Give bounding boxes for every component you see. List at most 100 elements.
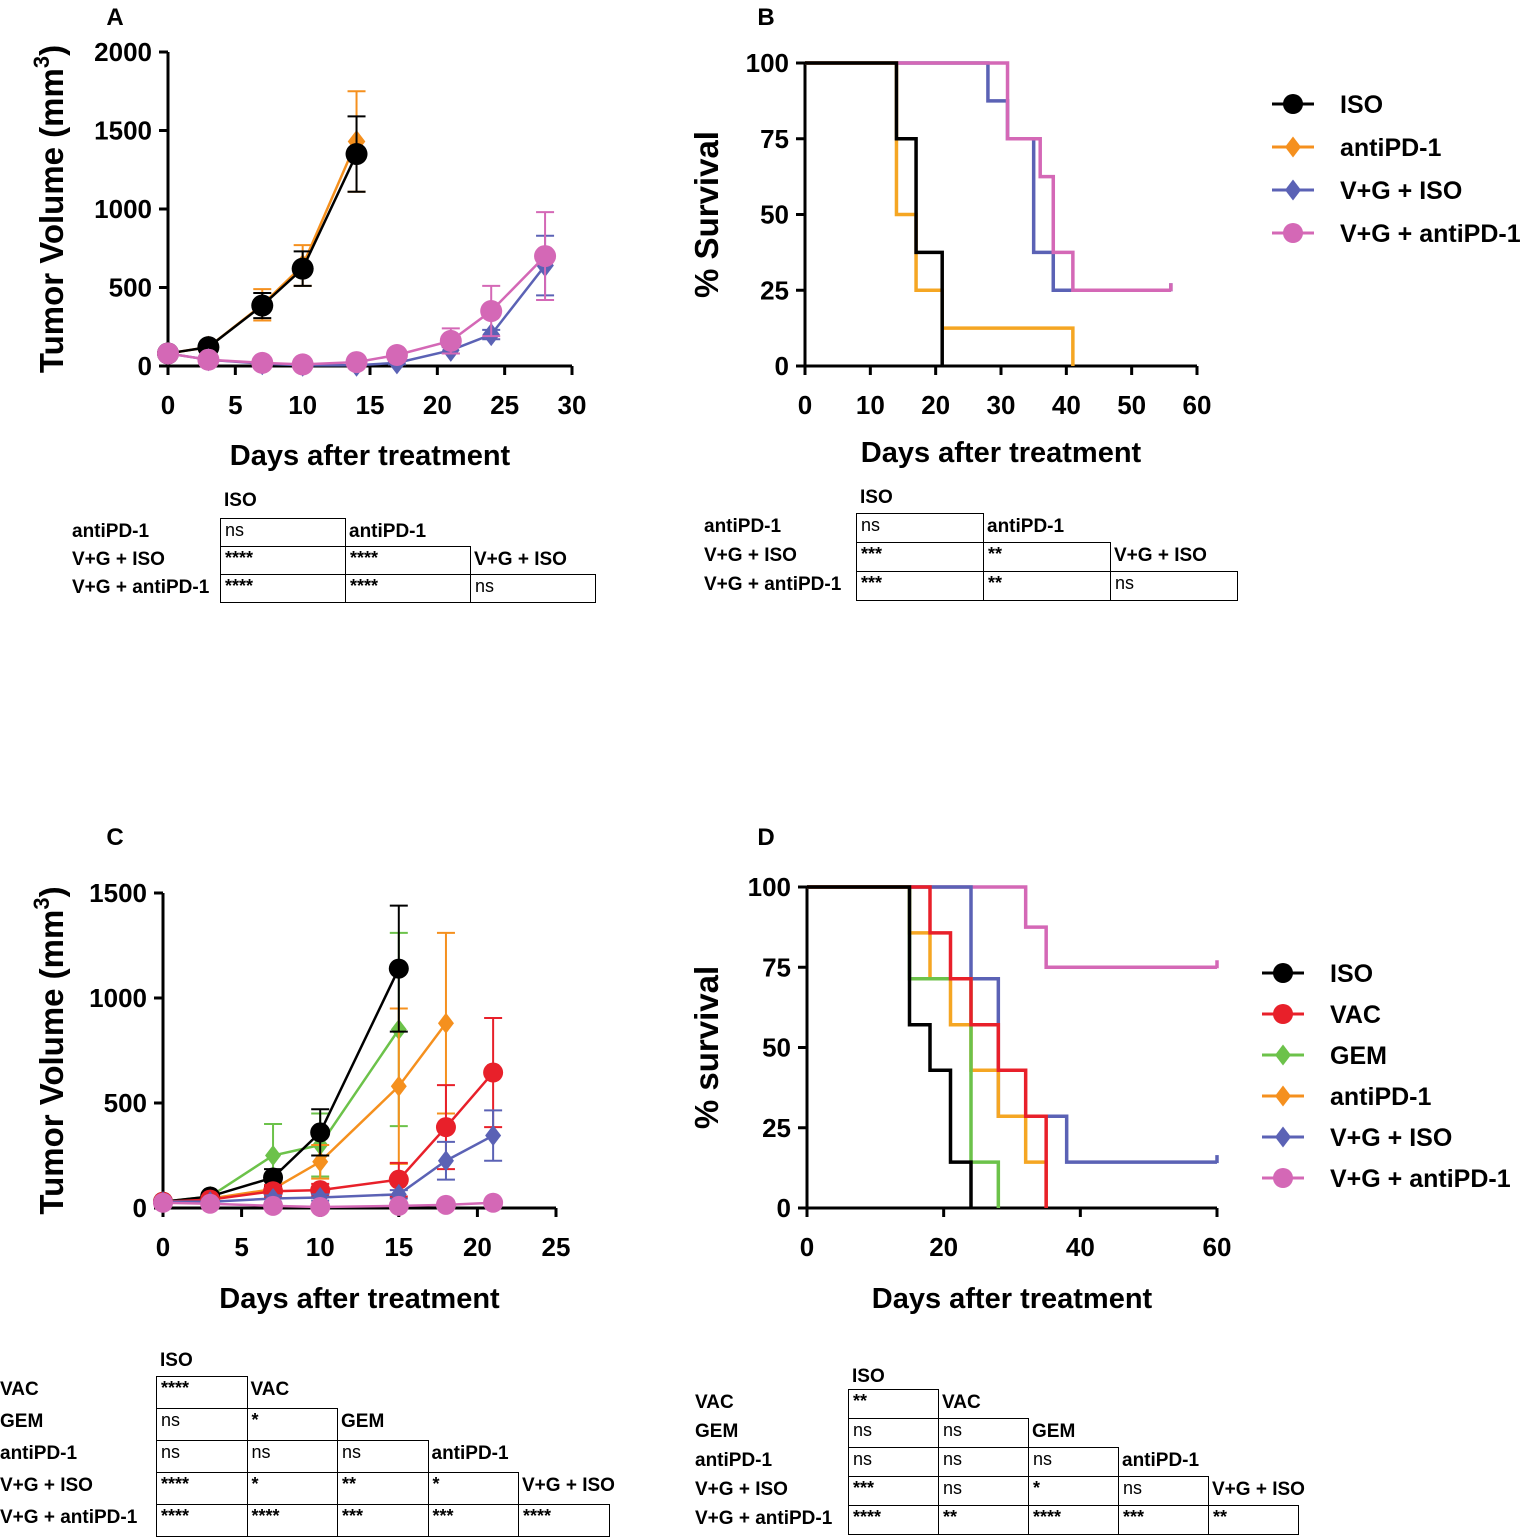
data-point-iso-c [310, 1122, 331, 1143]
x-tick-label-d: 40 [1066, 1232, 1095, 1262]
x-tick-label-b: 40 [1052, 390, 1081, 420]
y-tick-label-b: 0 [775, 351, 789, 381]
table-row-label: V+G + ISO [695, 1479, 788, 1500]
x-axis-label-d: Days after treatment [872, 1283, 1153, 1315]
x-axis-label-c: Days after treatment [219, 1283, 500, 1315]
table-cell: ns [938, 1447, 1029, 1477]
x-tick-label-c: 20 [463, 1232, 492, 1262]
table-col-header: antiPD-1 [987, 516, 1065, 537]
x-tick-label-c: 10 [306, 1232, 335, 1262]
legend-marker-antipd-1-b [1285, 136, 1301, 158]
y-tick-label-c: 0 [133, 1193, 147, 1223]
table-cell: ns [1118, 1476, 1209, 1506]
y-axis-label-close: ) [33, 886, 70, 897]
data-point-v-g-antipd-1-c [483, 1192, 504, 1213]
y-tick-label-b: 100 [746, 48, 789, 78]
table-row-label: GEM [0, 1411, 44, 1432]
table-row-label: antiPD-1 [72, 521, 150, 542]
table-row-label: V+G + ISO [704, 545, 797, 566]
y-tick-label-a: 500 [109, 273, 152, 303]
legend-label-v-g-antipd-1-b: V+G + antiPD-1 [1340, 220, 1521, 248]
legend-marker-v-g-antipd-1-d [1273, 1168, 1293, 1188]
y-axis-label-d: % survival [688, 966, 725, 1129]
table-row-label: antiPD-1 [0, 1443, 78, 1464]
data-point-gem-c [265, 1145, 282, 1166]
table-cell: **** [345, 574, 471, 603]
table-cell: **** [156, 1376, 248, 1409]
table-cell: ** [938, 1505, 1029, 1535]
y-axis-label-c: Tumor Volume (mm3) [29, 886, 70, 1214]
y-tick-label-a: 1500 [94, 116, 152, 146]
data-point-v-g-antipd-1-a [534, 245, 557, 268]
x-tick-label-a: 15 [356, 390, 385, 420]
table-col-header: GEM [341, 1411, 385, 1432]
data-point-vac-c [435, 1117, 456, 1138]
legend-label-gem-d: GEM [1330, 1042, 1387, 1070]
legend-label-v-g-antipd-1-d: V+G + antiPD-1 [1330, 1165, 1511, 1193]
legend-label-iso-b: ISO [1340, 91, 1383, 119]
data-point-v-g-iso-c [485, 1125, 502, 1147]
table-col-header: ISO [852, 1366, 885, 1387]
y-tick-label-a: 1000 [94, 194, 152, 224]
survival-curve-vac-d [807, 885, 1048, 1208]
y-tick-label-d: 50 [762, 1033, 791, 1063]
table-cell: **** [848, 1505, 939, 1535]
table-cell: **** [220, 574, 346, 603]
y-tick-label-d: 25 [762, 1113, 791, 1143]
data-point-v-g-antipd-1-a [157, 342, 179, 365]
legend-marker-iso-b [1283, 94, 1303, 114]
data-point-v-g-antipd-1-a [345, 351, 368, 374]
y-tick-label-d: 100 [748, 872, 791, 902]
table-cell: ns [337, 1440, 429, 1473]
table-cell: ns [938, 1418, 1029, 1448]
legend-marker-antipd-1-d [1275, 1085, 1291, 1107]
table-row-label: GEM [695, 1421, 739, 1442]
legend-marker-v-g-iso-b [1285, 179, 1301, 201]
table-cell: ns [848, 1447, 939, 1477]
survival-curve-antipd-1-d [807, 885, 1048, 1208]
data-point-iso-a [291, 257, 314, 280]
table-col-header: antiPD-1 [1122, 1450, 1200, 1471]
legend-marker-iso-d [1273, 963, 1293, 983]
x-tick-label-b: 20 [921, 390, 950, 420]
legend-marker-gem-d [1275, 1044, 1291, 1066]
survival-curve-v-g-iso-b [805, 61, 1171, 292]
y-tick-label-b: 50 [760, 200, 789, 230]
table-cell: *** [1118, 1505, 1209, 1535]
table-col-header: antiPD-1 [349, 521, 427, 542]
table-row-label: V+G + antiPD-1 [704, 574, 842, 595]
data-point-vac-c [388, 1169, 409, 1190]
table-row-label: VAC [0, 1379, 39, 1400]
table-cell: ns [156, 1408, 248, 1441]
table-cell: * [1028, 1476, 1119, 1506]
table-row-label: antiPD-1 [695, 1450, 773, 1471]
legend-label-iso-d: ISO [1330, 960, 1373, 988]
y-tick-label-b: 25 [760, 275, 789, 305]
table-cell: *** [856, 542, 984, 572]
y-axis-label-superscript: 3 [29, 56, 54, 68]
series-line-iso-a [167, 153, 358, 355]
x-tick-label-a: 0 [161, 390, 175, 420]
survival-curve-v-g-antipd-1-b [805, 61, 1171, 292]
data-point-v-g-antipd-1-a [291, 353, 314, 376]
panel-letter-c: C [106, 824, 123, 851]
table-row-label: V+G + ISO [72, 549, 165, 570]
data-point-antipd-1-c [390, 1075, 407, 1097]
table-cell: *** [427, 1504, 519, 1537]
data-point-v-g-antipd-1-c [310, 1196, 331, 1217]
table-col-header: VAC [942, 1392, 981, 1413]
x-tick-label-c: 0 [156, 1232, 170, 1262]
table-col-header: V+G + ISO [522, 1475, 615, 1496]
table-cell: **** [156, 1472, 248, 1505]
table-cell: **** [156, 1504, 248, 1537]
panel-letter-b: B [757, 4, 774, 31]
legend-label-v-g-iso-d: V+G + ISO [1330, 1124, 1452, 1152]
table-cell: ns [1028, 1447, 1119, 1477]
table-cell: ** [337, 1472, 429, 1505]
y-axis-label-a: Tumor Volume (mm3) [29, 45, 70, 373]
x-tick-label-c: 5 [234, 1232, 248, 1262]
table-row-label: VAC [695, 1392, 734, 1413]
table-cell: ns [156, 1440, 248, 1473]
legend-label-antipd-1-b: antiPD-1 [1340, 134, 1442, 162]
data-point-v-g-iso-c [437, 1150, 454, 1172]
